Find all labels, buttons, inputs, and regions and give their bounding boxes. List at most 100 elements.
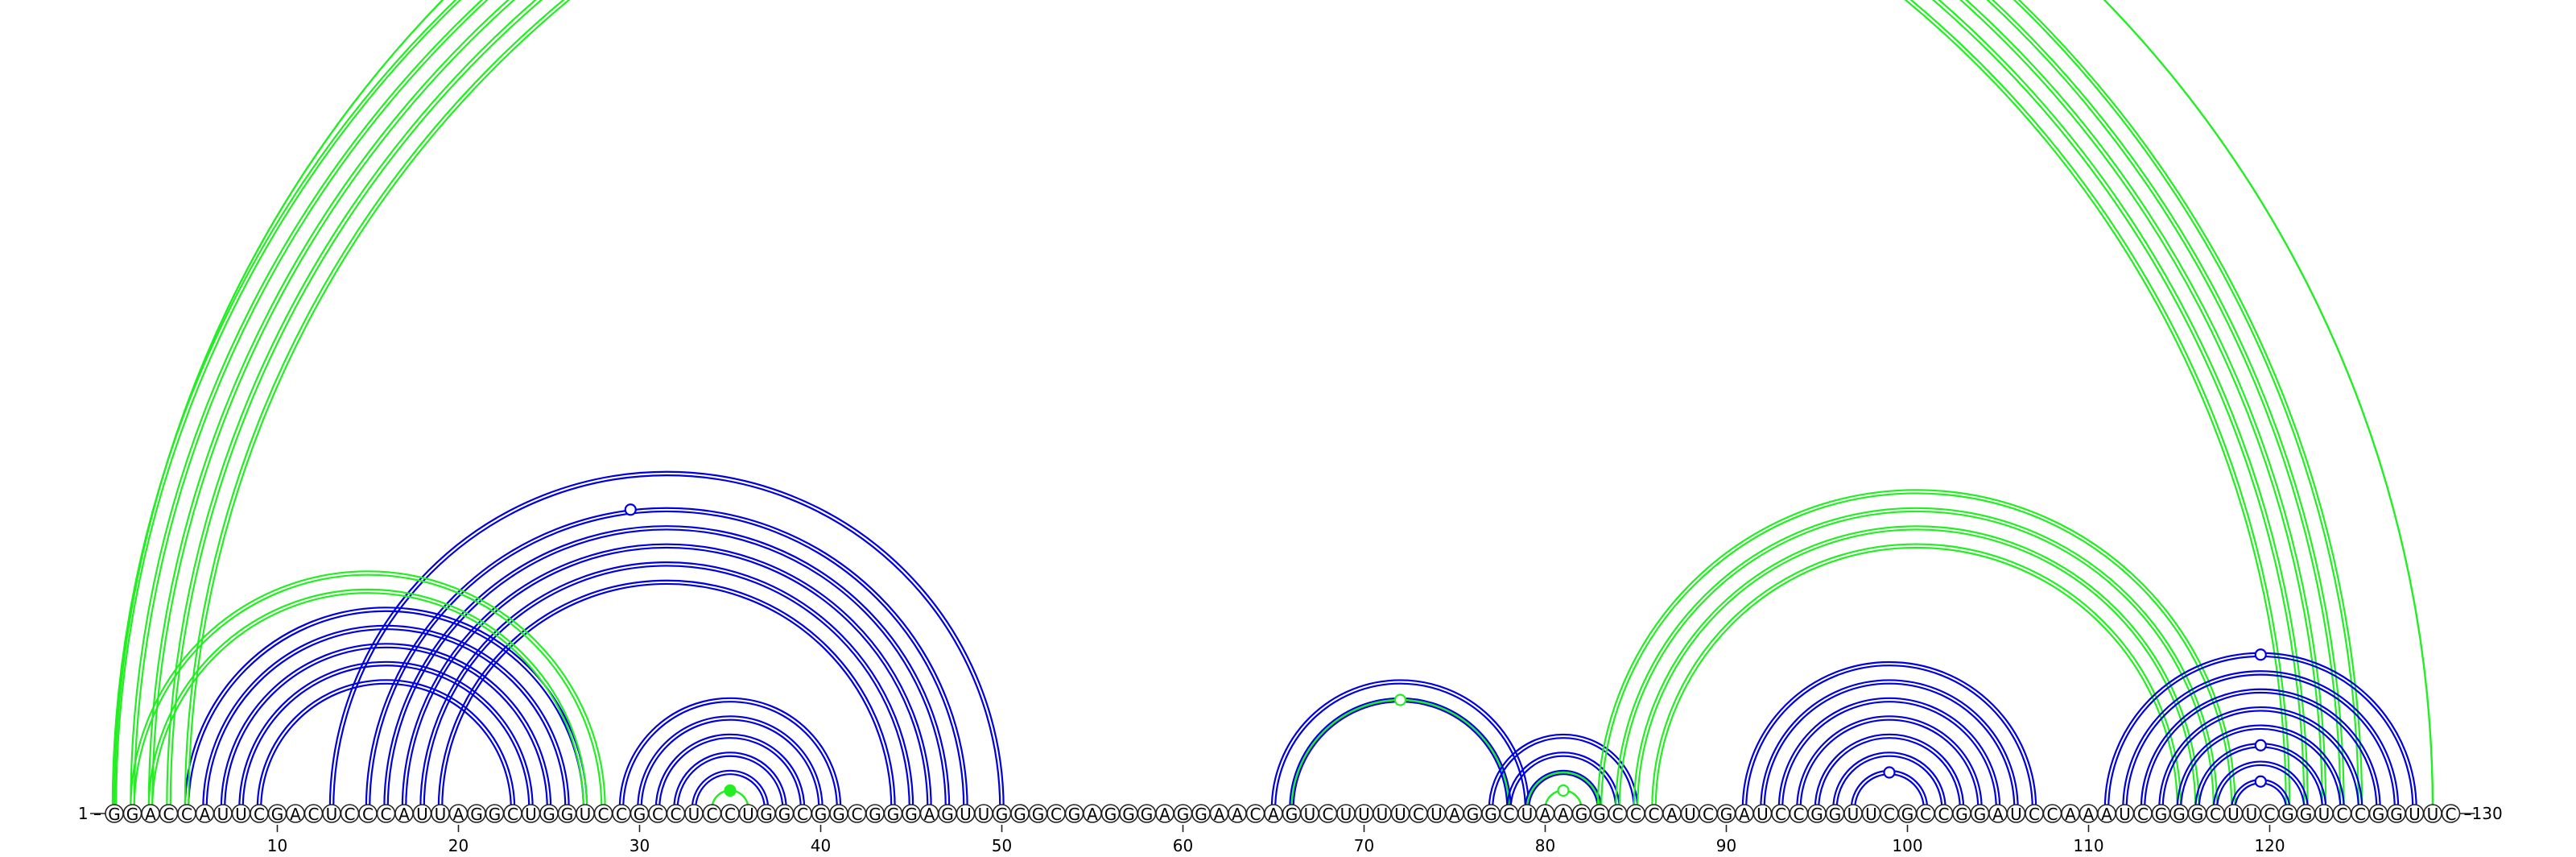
nucleotide-letter: G (1068, 805, 1081, 824)
nucleotide-letter: G (1593, 805, 1606, 824)
nucleotide-circle (2441, 804, 2461, 823)
nucleotide-84: C (1608, 804, 1628, 824)
nucleotide-letter: C (1413, 805, 1424, 824)
base-pair-arc-2-28-strand-2 (133, 573, 603, 809)
nucleotide-letter: C (707, 805, 718, 824)
nucleotide-105: A (1988, 804, 2008, 824)
base-pair-arc-77-85-strand-2 (1492, 737, 1635, 809)
nucleotide-97: U (1843, 804, 1863, 824)
base-pair-arc-66-78-strand-1 (1289, 697, 1512, 809)
nucleotide-letter: C (2264, 805, 2276, 824)
nucleotide-65: A (1264, 804, 1283, 824)
base-pair-arc-33-37-strand-2 (695, 773, 766, 809)
nucleotide-16: C (376, 804, 396, 824)
base-pair-arc-93-105-strand-2 (1781, 701, 1997, 809)
tick-label-90: 90 (1716, 836, 1736, 855)
nucleotide-30: G (630, 804, 650, 824)
base-pair-arc-13-50-strand-2 (332, 474, 1001, 809)
open-arc-marker-118-121 (2254, 775, 2267, 788)
nucleotide-letter: C (507, 805, 518, 824)
nucleotide-letter: C (1884, 805, 1895, 824)
base-pair-arc-4-122-strand-2 (169, 0, 2306, 809)
nucleotide-letter: U (742, 805, 754, 824)
nucleotide-124: C (2332, 804, 2352, 824)
nucleotide-103: G (1952, 804, 1971, 824)
nucleotide-letter: G (2372, 805, 2385, 824)
nucleotide-letter: C (1051, 805, 1062, 824)
nucleotide-61: G (1191, 804, 1211, 824)
nucleotide-letter: U (2409, 805, 2421, 824)
nucleotide-letter: C (381, 805, 392, 824)
base-pair-arc-1-125-strand-2 (115, 0, 2359, 809)
nucleotide-letter: C (1504, 805, 1515, 824)
nucleotide-letter: C (254, 805, 265, 824)
nucleotide-25: G (539, 804, 559, 824)
nucleotide-42: C (847, 804, 867, 824)
nucleotide-letter: C (724, 805, 736, 824)
nucleotide-letter: C (1920, 805, 1931, 824)
base-pair-arc-3-123-strand-1 (147, 0, 2327, 809)
base-pair-arc-15-48-strand-1 (365, 507, 968, 809)
base-pair-arc-85-116-strand-2 (1637, 528, 2197, 809)
nucleotide-46: A (919, 804, 939, 824)
nucleotide-letter: G (1829, 805, 1842, 824)
nucleotide-letter: G (126, 805, 139, 824)
nucleotide-59: A (1155, 804, 1174, 824)
base-pair-arc-32-38-strand-1 (673, 751, 787, 809)
nucleotide-62: A (1209, 804, 1229, 824)
base-pair-arc-32-38-strand-2 (676, 755, 784, 809)
base-pair-arc-114-125-strand-2 (2161, 710, 2359, 809)
nucleotide-letter: C (797, 805, 808, 824)
nucleotide-20: A (448, 804, 469, 824)
nucleotide-78: C (1499, 804, 1519, 824)
nucleotide-letter: G (2155, 805, 2168, 824)
nucleotide-letter: G (887, 805, 900, 824)
base-pair-arc-84-117-strand-2 (1618, 510, 2215, 809)
nucleotide-letter: U (2010, 805, 2022, 824)
nucleotide-1: G (105, 804, 124, 824)
nucleotide-letter: U (416, 805, 428, 824)
nucleotide-letter: C (1630, 805, 1641, 824)
nucleotide-letter: G (2300, 805, 2313, 824)
nucleotide-letter: U (978, 805, 990, 824)
nucleotide-letter: U (1847, 805, 1860, 824)
nucleotide-letter: A (453, 805, 464, 824)
nucleotide-letter: U (2227, 805, 2240, 824)
base-pair-arc-113-126-strand-1 (2140, 688, 2381, 809)
nucleotide-50: G (992, 804, 1012, 824)
tick-label-70: 70 (1354, 836, 1374, 855)
nucleotide-13: U (322, 804, 341, 824)
nucleotide-letter: G (760, 805, 773, 824)
nucleotide-69: U (1336, 804, 1356, 824)
base-pair-arc-31-39-strand-1 (654, 733, 806, 809)
nucleotide-letter: G (634, 805, 646, 824)
nucleotide-letter: G (561, 805, 574, 824)
nucleotide-letter: U (1757, 805, 1769, 824)
base-pair-arc-66-78-strand-2 (1292, 701, 1509, 809)
nucleotide-letter: U (2427, 805, 2439, 824)
nucleotide-letter: G (489, 805, 502, 824)
nucleotide-96: G (1825, 804, 1845, 824)
base-pair-arc-18-45-strand-1 (419, 561, 914, 809)
tick-label-20: 20 (448, 836, 469, 855)
nucleotide-127: G (2387, 804, 2406, 824)
nucleotide-letter: G (2191, 805, 2204, 824)
base-pair-arc-66-78 (1290, 698, 1510, 809)
nucleotide-letter: U (326, 805, 338, 824)
nucleotide-37: G (757, 804, 776, 824)
tick-label-60: 60 (1173, 836, 1193, 855)
nucleotide-22: G (485, 804, 505, 824)
base-pair-arc-113-126-strand-2 (2144, 691, 2378, 809)
nucleotide-75: A (1445, 804, 1464, 824)
tick-label-110: 110 (2073, 836, 2103, 855)
base-pair-arc-29-41-strand-2 (622, 701, 838, 809)
base-pair-arc-7-25-strand-2 (224, 646, 548, 809)
nucleotide-79: U (1517, 804, 1537, 824)
nucleotide-81: A (1554, 804, 1573, 824)
nucleotide-letter: G (1195, 805, 1208, 824)
nucleotide-101: C (1916, 804, 1935, 824)
nucleotide-letter: U (1304, 805, 1316, 824)
nucleotide-56: G (1100, 804, 1121, 824)
nucleotide-34: C (702, 804, 722, 824)
base-pair-arc-112-127-strand-2 (2125, 673, 2396, 809)
